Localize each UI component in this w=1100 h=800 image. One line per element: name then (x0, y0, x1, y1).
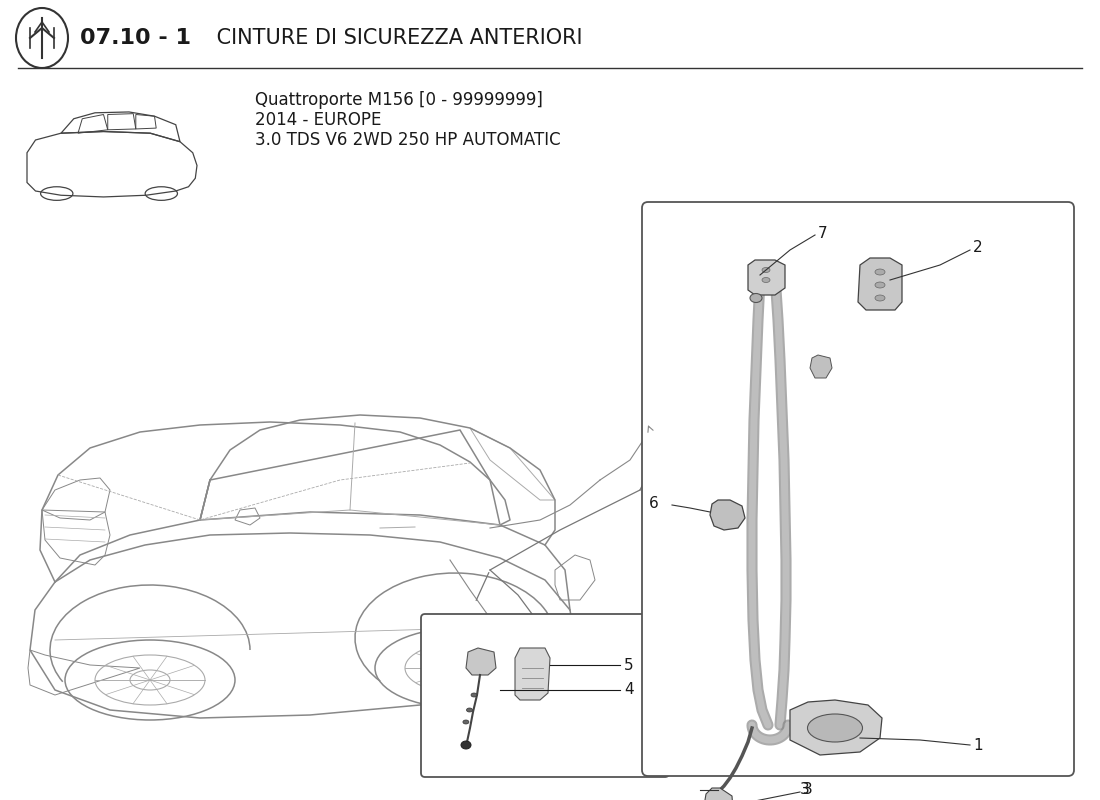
Ellipse shape (750, 294, 762, 302)
Polygon shape (466, 648, 496, 675)
Text: 2014 - EUROPE: 2014 - EUROPE (255, 111, 382, 129)
Polygon shape (515, 648, 550, 700)
Ellipse shape (461, 741, 471, 749)
Polygon shape (710, 500, 745, 530)
Text: 4: 4 (624, 682, 634, 698)
Ellipse shape (874, 269, 886, 275)
Ellipse shape (463, 720, 469, 724)
Ellipse shape (807, 714, 862, 742)
Polygon shape (810, 355, 832, 378)
Text: 3: 3 (800, 782, 810, 798)
Text: 6: 6 (649, 495, 659, 510)
Text: 07.10 - 1: 07.10 - 1 (80, 28, 191, 48)
Ellipse shape (874, 295, 886, 301)
Ellipse shape (471, 693, 477, 697)
Ellipse shape (762, 278, 770, 282)
FancyBboxPatch shape (421, 614, 669, 777)
Polygon shape (790, 700, 882, 755)
Ellipse shape (466, 708, 473, 712)
Text: 7: 7 (818, 226, 827, 241)
Text: 2: 2 (974, 241, 982, 255)
Text: CINTURE DI SICUREZZA ANTERIORI: CINTURE DI SICUREZZA ANTERIORI (210, 28, 583, 48)
Ellipse shape (874, 282, 886, 288)
Text: 3: 3 (803, 782, 813, 798)
Text: 5: 5 (624, 658, 634, 673)
Polygon shape (704, 788, 733, 800)
FancyBboxPatch shape (642, 202, 1074, 776)
Polygon shape (748, 260, 785, 295)
Ellipse shape (762, 267, 770, 273)
Polygon shape (858, 258, 902, 310)
Text: Quattroporte M156 [0 - 99999999]: Quattroporte M156 [0 - 99999999] (255, 91, 543, 109)
Text: 1: 1 (974, 738, 982, 753)
Text: 3.0 TDS V6 2WD 250 HP AUTOMATIC: 3.0 TDS V6 2WD 250 HP AUTOMATIC (255, 131, 561, 149)
